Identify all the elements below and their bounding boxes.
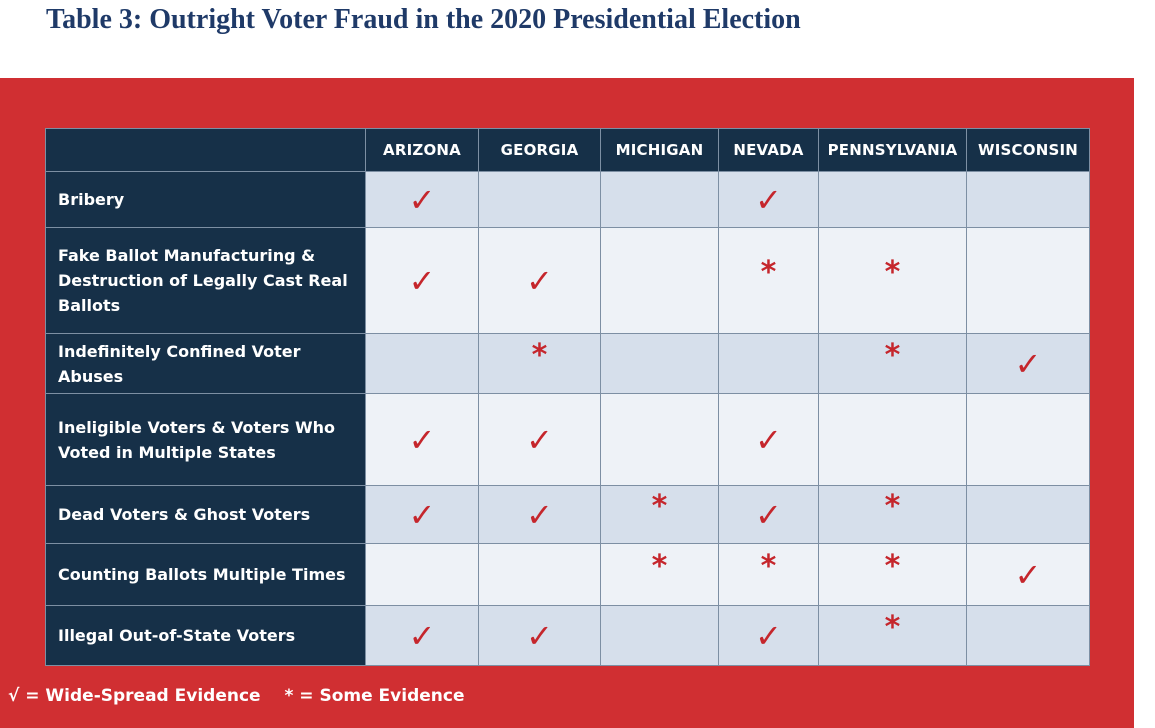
asterisk-icon: *: [531, 337, 548, 373]
fraud-table: ARIZONA GEORGIA MICHIGAN NEVADA PENNSYLV…: [45, 128, 1090, 666]
table-cell: *: [478, 333, 601, 394]
row-label: Indefinitely Confined Voter Abuses: [45, 333, 366, 394]
checkmark-icon: ✓: [526, 261, 553, 300]
table-cell: ✓: [718, 393, 819, 486]
table-cell: [600, 605, 719, 666]
row-label: Illegal Out-of-State Voters: [45, 605, 366, 666]
table-cell: [600, 171, 719, 228]
checkmark-icon: ✓: [408, 261, 436, 300]
table-cell: ✓: [718, 605, 819, 666]
asterisk-icon: *: [760, 548, 777, 584]
checkmark-icon: ✓: [408, 616, 436, 655]
state-header: GEORGIA: [478, 128, 601, 172]
table-cell: *: [818, 485, 967, 544]
checkmark-icon: ✓: [1014, 555, 1042, 594]
table-cell: [600, 227, 719, 334]
table-cell: *: [600, 543, 719, 606]
table-body: Bribery ✓ ✓ Fake Ballot Manufacturing & Des…: [45, 171, 1090, 666]
table-cell: ✓: [718, 485, 819, 544]
asterisk-icon: *: [884, 337, 901, 373]
table-cell: ✓: [966, 333, 1090, 394]
table-cell: *: [718, 543, 819, 606]
asterisk-icon: *: [884, 488, 901, 524]
table-cell: ✓: [365, 171, 479, 228]
row-label: Dead Voters & Ghost Voters: [45, 485, 366, 544]
page-title: Table 3: Outright Voter Fraud in the 202…: [46, 4, 801, 35]
table-cell: [600, 333, 719, 394]
table-cell: [818, 393, 967, 486]
table-cell: ✓: [478, 485, 601, 544]
legend-wide-spread: √ = Wide-Spread Evidence: [8, 686, 261, 706]
table-cell: ✓: [365, 227, 479, 334]
table-cell: [365, 543, 479, 606]
table-cell: *: [600, 485, 719, 544]
table-cell: [478, 543, 601, 606]
table-cell: ✓: [478, 393, 601, 486]
row-label: Counting Ballots Multiple Times: [45, 543, 366, 606]
row-label: Ineligible Voters & Voters Who Voted in …: [45, 393, 366, 486]
asterisk-icon: *: [651, 488, 668, 524]
table-cell: ✓: [365, 605, 479, 666]
table-row: Illegal Out-of-State Voters ✓ ✓ ✓ *: [45, 605, 1090, 666]
checkmark-icon: ✓: [526, 420, 553, 459]
table-cell: *: [818, 333, 967, 394]
checkmark-icon: ✓: [408, 420, 436, 459]
table-cell: ✓: [478, 227, 601, 334]
table-cell: [365, 333, 479, 394]
checkmark-icon: ✓: [526, 616, 553, 655]
table-row: Ineligible Voters & Voters Who Voted in …: [45, 393, 1090, 486]
state-header: MICHIGAN: [600, 128, 719, 172]
table-row: Dead Voters & Ghost Voters ✓ ✓ * ✓ *: [45, 485, 1090, 544]
table-cell: ✓: [966, 543, 1090, 606]
state-header: PENNSYLVANIA: [818, 128, 967, 172]
checkmark-icon: ✓: [526, 495, 553, 534]
state-header: NEVADA: [718, 128, 819, 172]
asterisk-icon: *: [651, 548, 668, 584]
table-cell: *: [718, 227, 819, 334]
asterisk-icon: *: [884, 254, 901, 290]
asterisk-icon: *: [884, 548, 901, 584]
asterisk-icon: *: [760, 254, 777, 290]
table-cell: ✓: [478, 605, 601, 666]
table-cell: [718, 333, 819, 394]
checkmark-icon: ✓: [755, 616, 782, 655]
checkmark-icon: ✓: [408, 180, 436, 219]
table-cell: [966, 171, 1090, 228]
asterisk-icon: *: [884, 609, 901, 645]
table-cell: *: [818, 543, 967, 606]
header-row: ARIZONA GEORGIA MICHIGAN NEVADA PENNSYLV…: [45, 128, 1090, 172]
table-cell: [966, 485, 1090, 544]
legend-some: * = Some Evidence: [284, 686, 465, 706]
table-cell: [818, 171, 967, 228]
table-cell: ✓: [365, 485, 479, 544]
checkmark-icon: ✓: [755, 495, 782, 534]
header-corner: [45, 128, 366, 172]
table-cell: ✓: [365, 393, 479, 486]
state-header: WISCONSIN: [966, 128, 1090, 172]
legend: √ = Wide-Spread Evidence * = Some Eviden…: [8, 686, 483, 706]
table-cell: [966, 393, 1090, 486]
table-cell: ✓: [718, 171, 819, 228]
checkmark-icon: ✓: [755, 180, 782, 219]
checkmark-icon: ✓: [1014, 344, 1042, 383]
table-cell: [600, 393, 719, 486]
table-cell: *: [818, 605, 967, 666]
table-cell: [966, 227, 1090, 334]
table-row: Bribery ✓ ✓: [45, 171, 1090, 228]
row-label: Fake Ballot Manufacturing & Destruction …: [45, 227, 366, 334]
row-label: Bribery: [45, 171, 366, 228]
state-header: ARIZONA: [365, 128, 479, 172]
checkmark-icon: ✓: [755, 420, 782, 459]
table-row: Counting Ballots Multiple Times * * * ✓: [45, 543, 1090, 606]
table-cell: [478, 171, 601, 228]
table-row: Indefinitely Confined Voter Abuses * * ✓: [45, 333, 1090, 394]
table-row: Fake Ballot Manufacturing & Destruction …: [45, 227, 1090, 334]
table-cell: [966, 605, 1090, 666]
table-cell: *: [818, 227, 967, 334]
checkmark-icon: ✓: [408, 495, 436, 534]
